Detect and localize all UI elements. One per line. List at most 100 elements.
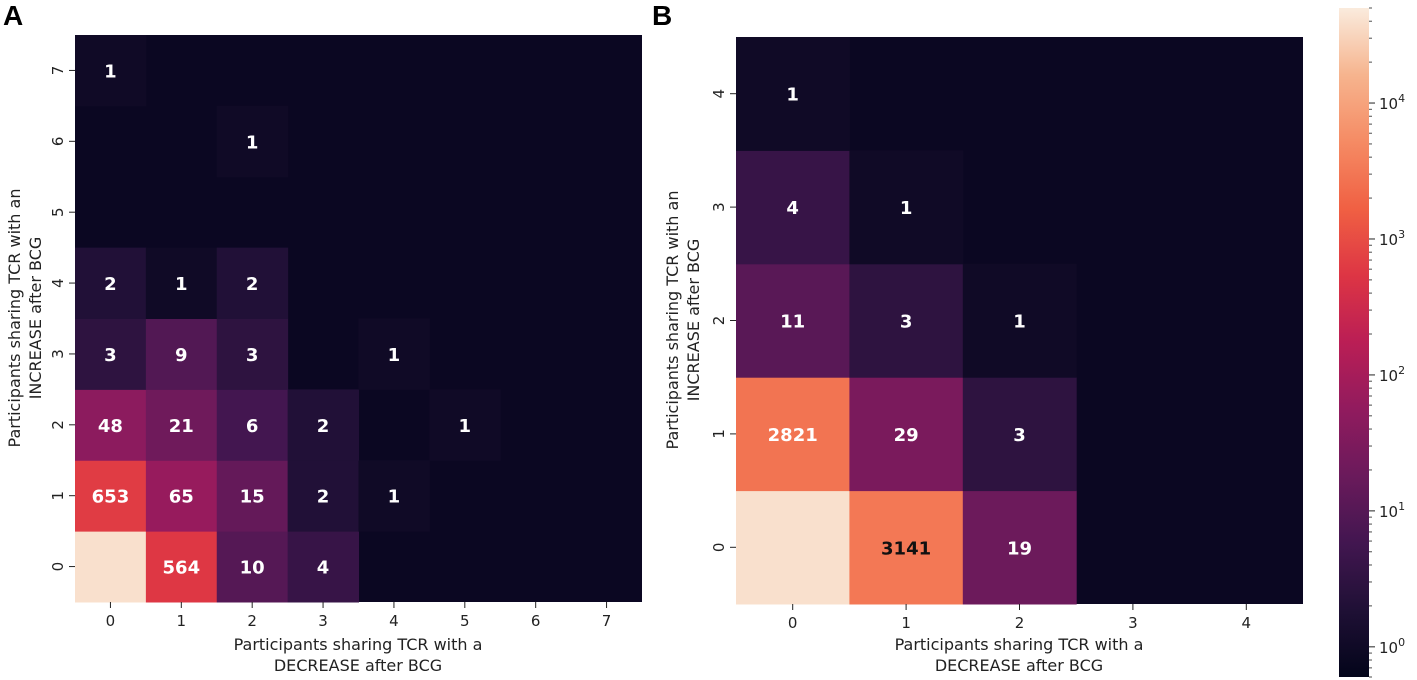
- cell-value-label: 564: [163, 558, 201, 579]
- heatmap-cell: [849, 263, 964, 378]
- colorbar-tick-label: 103: [1379, 228, 1405, 249]
- colorbar-tick-label: 102: [1379, 364, 1405, 385]
- x-tick-label: 3: [1128, 614, 1138, 632]
- cell-value-label: 21: [169, 416, 194, 437]
- heatmap-cell: [75, 389, 147, 461]
- x-axis-label-b-line2: DECREASE after BCG: [935, 656, 1103, 675]
- y-tick-label: 3: [710, 202, 728, 212]
- y-ticks-a: 0 1 2 3 4 5 6 7: [49, 66, 75, 572]
- cell-value-label: 3141: [881, 538, 931, 559]
- cell-value-label: 4: [786, 198, 799, 219]
- cell-value-label: 2: [317, 416, 330, 437]
- heatmap-cell: [849, 490, 964, 605]
- cell-value-label: 1: [104, 61, 117, 82]
- panel-letter-b: B: [652, 0, 672, 31]
- heatmap-cell: [145, 389, 218, 461]
- colorbar: 100 101 102 103 104: [1339, 7, 1405, 678]
- heatmap-cell: [849, 377, 964, 492]
- heatmap-cell: [75, 531, 147, 603]
- heatmap-cell: [358, 460, 430, 532]
- cell-value-label: 2821: [768, 425, 818, 446]
- heatmap-cell: [429, 389, 501, 461]
- panel-letter-a: A: [3, 0, 23, 31]
- cell-value-label: 1: [900, 198, 913, 219]
- x-tick-label: 0: [788, 614, 798, 632]
- cell-value-label: 3: [900, 312, 913, 333]
- cell-value-label: 1: [388, 345, 401, 366]
- cell-value-label: 2: [104, 274, 117, 295]
- heatmap-cell: [962, 377, 1077, 492]
- cell-value-label: 4: [317, 558, 330, 579]
- heatmap-cell: [962, 263, 1077, 378]
- x-tick-label: 0: [106, 612, 116, 630]
- heatmap-cell: [287, 531, 359, 603]
- colorbar-tick-label: 104: [1379, 92, 1405, 113]
- cell-value-label: 3: [246, 345, 259, 366]
- y-axis-label-b-line2: INCREASE after BCG: [684, 239, 703, 402]
- cell-value-label: 3: [104, 345, 117, 366]
- y-tick-label: 0: [49, 562, 67, 572]
- heatmap-cell: [216, 531, 289, 603]
- y-tick-label: 6: [49, 137, 67, 147]
- y-axis-label-b-line1: Participants sharing TCR with an: [663, 191, 682, 450]
- x-tick-label: 6: [531, 612, 541, 630]
- y-tick-label: 0: [710, 543, 728, 553]
- heatmap-cell: [287, 389, 359, 461]
- cell-value-label: 48: [98, 416, 123, 437]
- x-axis-label-a-line1: Participants sharing TCR with a: [234, 635, 483, 654]
- x-tick-label: 2: [247, 612, 257, 630]
- heatmap-cell: [736, 37, 850, 151]
- x-tick-label: 5: [460, 612, 470, 630]
- heatmap-cell: [736, 263, 850, 378]
- heatmap-cell: [736, 150, 850, 265]
- cell-value-label: 15: [240, 487, 265, 508]
- cell-value-label: 19: [1007, 538, 1032, 559]
- heatmap-cell: [75, 460, 147, 532]
- y-tick-label: 4: [710, 89, 728, 99]
- y-tick-label: 1: [710, 429, 728, 439]
- colorbar-gradient: [1339, 8, 1369, 677]
- cell-value-label: 10: [240, 558, 265, 579]
- y-axis-label-a-line2: INCREASE after BCG: [26, 237, 45, 400]
- cell-value-label: 9: [175, 345, 188, 366]
- cell-value-label: 1: [1013, 312, 1026, 333]
- y-ticks-b: 0 1 2 3 4: [710, 89, 736, 552]
- heatmap-cell: [358, 318, 430, 390]
- x-tick-label: 1: [901, 614, 911, 632]
- heatmap-cell: [75, 247, 147, 319]
- cell-value-label: 3: [1013, 425, 1026, 446]
- y-tick-label: 3: [49, 349, 67, 359]
- y-tick-label: 2: [49, 420, 67, 430]
- cell-value-label: 29: [894, 425, 919, 446]
- y-tick-label: 5: [49, 207, 67, 217]
- heatmap-cell: [145, 531, 218, 603]
- cell-value-label: 11: [780, 312, 805, 333]
- heatmap-cell: [736, 377, 850, 492]
- heatmap-cell: [216, 460, 289, 532]
- x-ticks-a: 0 1 2 3 4 5 6 7: [106, 602, 611, 630]
- y-axis-label-a-line1: Participants sharing TCR with an: [5, 189, 24, 448]
- heatmap-cell: [216, 318, 289, 390]
- colorbar-tick-label: 101: [1379, 500, 1405, 521]
- heatmap-cell: [287, 460, 359, 532]
- cell-value-label: 1: [246, 132, 259, 153]
- heatmap-cell: [849, 150, 964, 265]
- x-tick-label: 4: [389, 612, 399, 630]
- x-tick-label: 2: [1015, 614, 1025, 632]
- heatmap-cell: [145, 247, 218, 319]
- y-tick-label: 1: [49, 491, 67, 501]
- heatmap-cell: [145, 460, 218, 532]
- x-tick-label: 1: [177, 612, 187, 630]
- heatmap-cell: [736, 490, 850, 605]
- x-axis-label-b-line1: Participants sharing TCR with a: [895, 635, 1144, 654]
- heatmap-cell: [216, 105, 289, 178]
- cell-value-label: 65: [169, 487, 194, 508]
- cell-value-label: 2: [246, 274, 259, 295]
- heatmap-cell: [216, 247, 289, 319]
- y-tick-label: 4: [49, 278, 67, 288]
